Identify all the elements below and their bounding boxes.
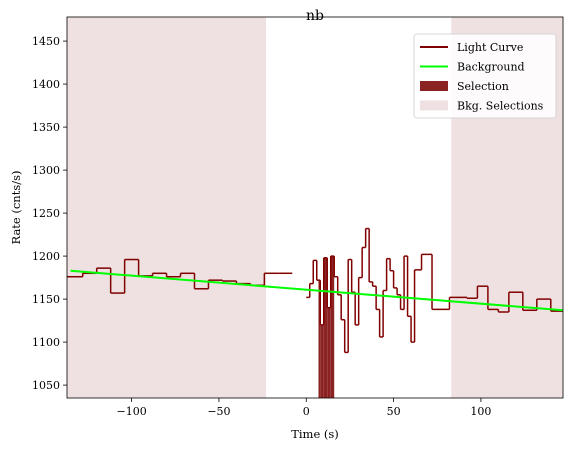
y-axis-ticks: 1050 1100 1150 1200 1250 1300 1350 1400 1450 [32, 35, 67, 392]
background-series [70, 269, 563, 312]
selection-bar [323, 257, 328, 398]
y-axis-label: Rate (cnts/s) [9, 171, 23, 245]
selection-bar [318, 280, 321, 398]
legend-label: Light Curve [457, 41, 523, 54]
chart-title: nb [306, 8, 324, 24]
legend-label: Background [457, 61, 525, 74]
x-tick-label: 50 [387, 405, 401, 418]
x-tick-label: −100 [117, 405, 147, 418]
y-tick-label: 1400 [32, 78, 60, 91]
plot-frame [66, 16, 564, 399]
y-tick-label: 1050 [32, 379, 60, 392]
selection-bar [327, 307, 331, 398]
y-tick-label: 1300 [32, 164, 60, 177]
legend-box [413, 33, 557, 119]
legend-patch-swatch [420, 81, 448, 91]
x-axis-label: Time (s) [291, 427, 339, 441]
legend: Light Curve Background Selection Bkg. Selec… [413, 33, 557, 119]
selection-bar [320, 324, 324, 398]
y-tick-label: 1250 [32, 207, 60, 220]
y-tick-label: 1350 [32, 121, 60, 134]
selection-bar [330, 256, 335, 398]
y-tick-label: 1100 [32, 336, 60, 349]
y-tick-label: 1450 [32, 35, 60, 48]
x-tick-label: −50 [207, 405, 230, 418]
legend-patch-swatch [420, 100, 448, 111]
bkg-selection-band [67, 17, 267, 398]
light-curve-series [67, 227, 563, 354]
y-tick-label: 1200 [32, 250, 60, 263]
x-axis-ticks: −100 −50 0 50 100 [117, 398, 491, 418]
legend-label: Selection [457, 80, 509, 93]
x-tick-label: 0 [303, 405, 310, 418]
legend-label: Bkg. Selections [457, 100, 544, 113]
background-fit-line [70, 269, 563, 312]
y-tick-label: 1150 [32, 293, 60, 306]
selection-region [318, 256, 335, 398]
x-tick-label: 100 [470, 405, 491, 418]
